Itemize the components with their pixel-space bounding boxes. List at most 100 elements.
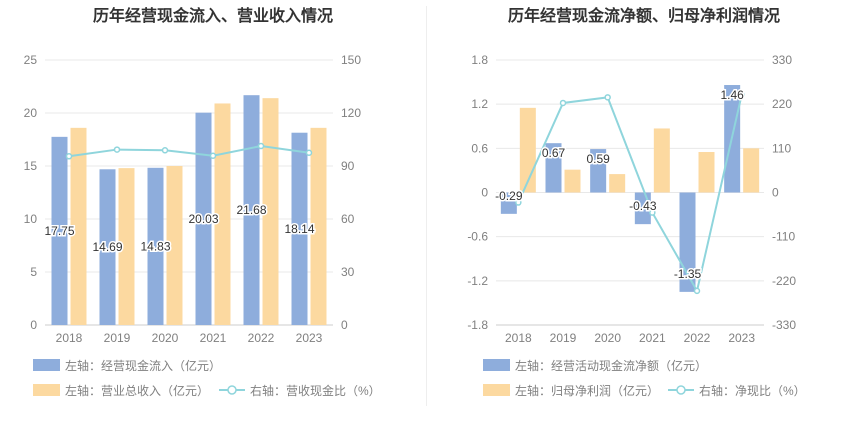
y-left-tick-label: 1.2	[471, 97, 488, 111]
bar-primary	[51, 136, 68, 325]
y-left-tick-label: 10	[24, 212, 38, 226]
y-right-tick-label: 220	[772, 97, 792, 111]
y-right-tick-label: 120	[341, 106, 361, 120]
x-tick-label: 2020	[594, 331, 621, 345]
legend-label-cash-inflow: 左轴：经营现金流入（亿元）	[65, 358, 221, 373]
bar-data-label: 14.69	[92, 240, 122, 254]
y-left-tick-label: 25	[24, 53, 38, 67]
bar-data-label: 18.14	[284, 222, 314, 236]
x-tick-label: 2021	[639, 331, 666, 345]
y-left-tick-label: 15	[24, 159, 38, 173]
y-left-tick-label: -1.8	[467, 318, 488, 332]
legend-label-net-profit: 左轴：归母净利润（亿元）	[515, 383, 659, 398]
ratio-point	[65, 153, 73, 160]
y-right-tick-label: 110	[772, 141, 791, 155]
bar-data-label: 14.83	[140, 239, 170, 253]
legend-swatch-net-cashflow	[483, 359, 510, 371]
x-tick-label: 2023	[296, 331, 323, 345]
y-left-tick-label: 0	[481, 186, 488, 200]
legend-swatch-net-profit	[483, 384, 510, 396]
y-right-tick-label: 330	[772, 53, 792, 67]
ratio-point	[559, 99, 567, 107]
y-right-tick-label: 60	[341, 212, 355, 226]
bar-primary	[500, 192, 517, 214]
y-right-tick-label: 0	[772, 186, 779, 200]
y-right-tick-label: 90	[341, 159, 355, 173]
ratio-point	[693, 287, 701, 295]
x-tick-label: 2018	[505, 331, 532, 345]
ratio-point	[209, 152, 217, 160]
bar-data-label: -0.43	[629, 199, 657, 213]
bar-data-label: 20.03	[188, 212, 218, 226]
y-left-tick-label: -1.2	[467, 274, 488, 288]
ratio-line	[517, 94, 743, 294]
ratio-point	[515, 199, 522, 206]
ratio-point	[738, 91, 745, 99]
chart-title: 历年经营现金流净额、归母净利润情况	[508, 6, 780, 25]
legend-swatch-revenue	[33, 384, 60, 396]
ratio-point	[649, 209, 656, 216]
bar-primary	[147, 167, 164, 325]
bar-data-label: -1.35	[674, 267, 702, 281]
y-left-tick-label: 1.8	[471, 53, 488, 67]
bar-secondary	[214, 103, 231, 326]
legend-marker-ratio	[227, 385, 237, 395]
cashflow-inflow-revenue-chart: 历年经营现金流入、营业收入情况 0 5 10 15 20 25 0 30 60 90 120 150 2…	[24, 6, 381, 398]
bar-secondary	[166, 166, 183, 325]
bar-secondary	[653, 128, 670, 193]
y-right-tick-label: -330	[772, 318, 796, 332]
bar-primary	[545, 143, 562, 193]
legend: 左轴：经营活动现金流净额（亿元） 左轴：归母净利润（亿元） 右轴：净现比（%）	[483, 358, 806, 398]
chart-title: 历年经营现金流入、营业收入情况	[93, 6, 333, 25]
ratio-line	[68, 145, 310, 158]
x-tick-label: 2019	[550, 331, 577, 345]
ratio-point	[305, 149, 313, 156]
legend: 左轴：经营现金流入（亿元） 左轴：营业总收入（亿元） 右轴：营收现金比（%）	[33, 358, 381, 398]
y-left-tick-label: -0.6	[467, 230, 488, 244]
x-tick-label: 2023	[728, 331, 755, 345]
bar-secondary	[564, 169, 581, 193]
bar-secondary	[70, 127, 87, 325]
bar-primary	[99, 169, 116, 325]
bar-data-label: 1.46	[720, 88, 744, 102]
y-left-tick-label: 5	[30, 265, 37, 279]
net-cashflow-net-profit-chart: 历年经营现金流净额、归母净利润情况 -1.8 -1.2 -0.6 0 0.6 1.2 1.8…	[467, 6, 806, 398]
ratio-point	[161, 147, 169, 154]
bar-data-label: 0.59	[586, 152, 610, 166]
y-left-tick-label: 0.6	[471, 141, 488, 155]
bar-secondary	[262, 98, 279, 325]
bar-data-label: -0.29	[495, 189, 523, 203]
bar-primary	[243, 95, 260, 325]
legend-swatch-cash-inflow	[33, 359, 60, 371]
x-tick-label: 2022	[248, 331, 275, 345]
bar-secondary	[609, 174, 626, 193]
legend-marker-ratio	[676, 385, 686, 395]
legend-label-ratio: 右轴：净现比（%）	[699, 383, 806, 398]
legend-label-revenue: 左轴：营业总收入（亿元）	[65, 383, 209, 398]
bar-primary	[291, 132, 308, 325]
y-right-tick-label: -110	[772, 230, 795, 244]
bar-secondary	[698, 152, 715, 193]
ratio-point	[257, 142, 265, 150]
legend-label-net-cashflow: 左轴：经营活动现金流净额（亿元）	[515, 358, 707, 373]
y-left-tick-label: 0	[30, 318, 37, 332]
ratio-point	[113, 146, 121, 153]
y-right-tick-label: -220	[772, 274, 796, 288]
x-tick-label: 2018	[56, 331, 83, 345]
x-tick-label: 2019	[104, 331, 131, 345]
bar-data-label: 21.68	[236, 203, 266, 217]
y-right-tick-label: 30	[341, 265, 355, 279]
bar-primary	[195, 112, 212, 325]
bar-secondary	[310, 127, 327, 325]
y-right-tick-label: 150	[341, 53, 361, 67]
x-tick-label: 2020	[152, 331, 179, 345]
panel-divider	[426, 6, 427, 406]
legend-label-ratio: 右轴：营收现金比（%）	[250, 383, 381, 398]
bar-data-label: 17.75	[44, 224, 74, 238]
y-right-tick-label: 0	[341, 318, 348, 332]
ratio-point	[604, 94, 611, 101]
y-left-tick-label: 20	[24, 106, 38, 120]
bar-data-label: 0.67	[542, 146, 566, 160]
bar-secondary	[118, 168, 135, 325]
bar-secondary	[743, 148, 760, 193]
